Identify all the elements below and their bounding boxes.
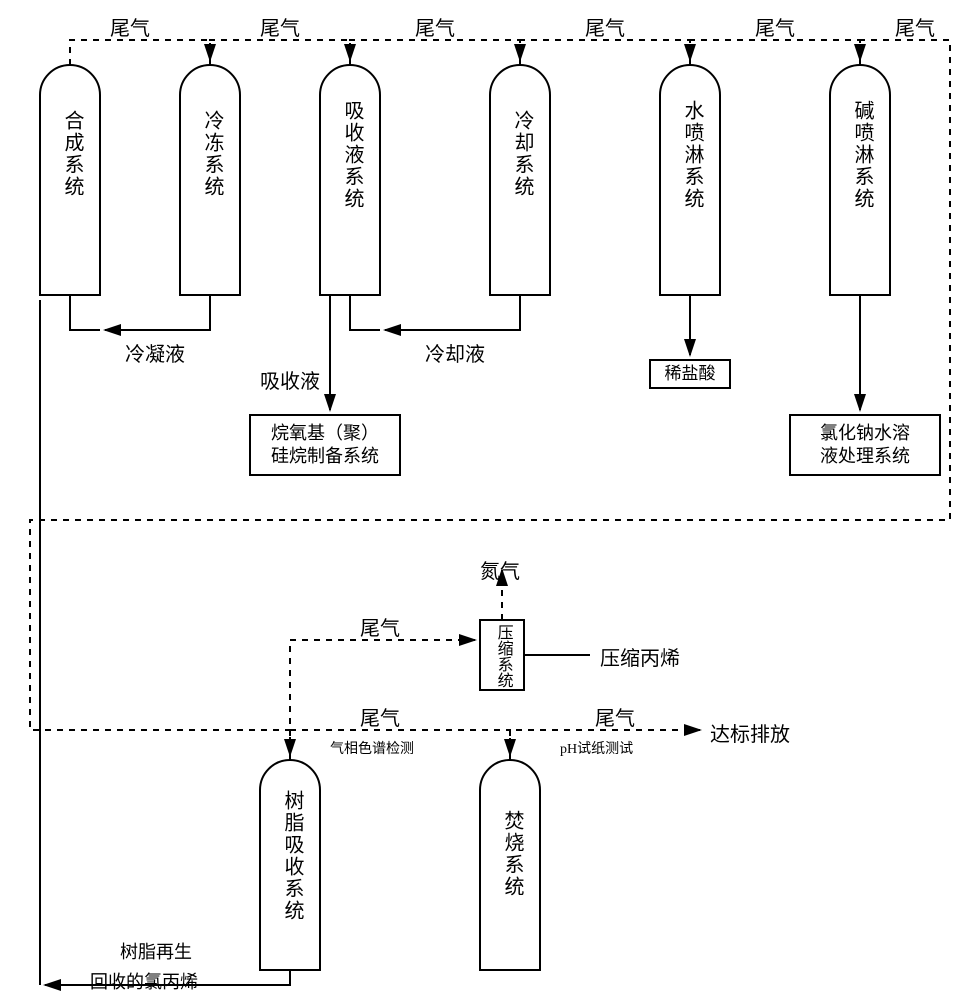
flow-diagram xyxy=(0,0,968,1000)
gas-label-9: 尾气 xyxy=(595,702,635,731)
gas-label-5: 尾气 xyxy=(755,12,795,41)
gas-label-7: 尾气 xyxy=(360,612,400,641)
vessel-label-1: 合成系统 xyxy=(58,110,87,198)
gas-label-8: 尾气 xyxy=(360,702,400,731)
vessel-label-3: 吸收液系统 xyxy=(338,100,367,210)
vessel-label-7: 树脂吸收系统 xyxy=(278,790,307,922)
gas-label-4: 尾气 xyxy=(585,12,625,41)
nacl-box-label: 氯化钠水溶液处理系统 xyxy=(798,422,932,469)
gas-label-3: 尾气 xyxy=(415,12,455,41)
vessel-label-6: 碱喷淋系统 xyxy=(848,100,877,210)
gc-test-label: 气相色谱检测 xyxy=(330,738,414,758)
condensate-label: 冷凝液 xyxy=(125,338,185,367)
resin-regen-label: 树脂再生 xyxy=(120,938,192,964)
compress-box-label: 压缩系统 xyxy=(494,624,512,688)
gas-label-2: 尾气 xyxy=(260,12,300,41)
gas-label-1: 尾气 xyxy=(110,12,150,41)
vessel-label-5: 水喷淋系统 xyxy=(678,100,707,210)
recovered-label: 回收的氯丙烯 xyxy=(90,968,198,994)
gas-label-6: 尾气 xyxy=(895,12,935,41)
alkoxy-box-label: 烷氧基（聚）硅烷制备系统 xyxy=(258,422,392,469)
ph-test-label: pH试纸测试 xyxy=(560,738,633,758)
vessel-label-4: 冷却系统 xyxy=(508,110,537,198)
coolant-label: 冷却液 xyxy=(425,338,485,367)
vessel-label-2: 冷冻系统 xyxy=(198,110,227,198)
emission-label: 达标排放 xyxy=(710,718,790,747)
vessels xyxy=(40,65,890,970)
vessel-label-8: 焚烧系统 xyxy=(498,810,527,898)
nitrogen-label: 氮气 xyxy=(480,555,520,584)
absorb-label: 吸收液 xyxy=(260,365,320,394)
hcl-box-label: 稀盐酸 xyxy=(656,363,724,385)
comp-propylene-label: 压缩丙烯 xyxy=(600,642,680,671)
